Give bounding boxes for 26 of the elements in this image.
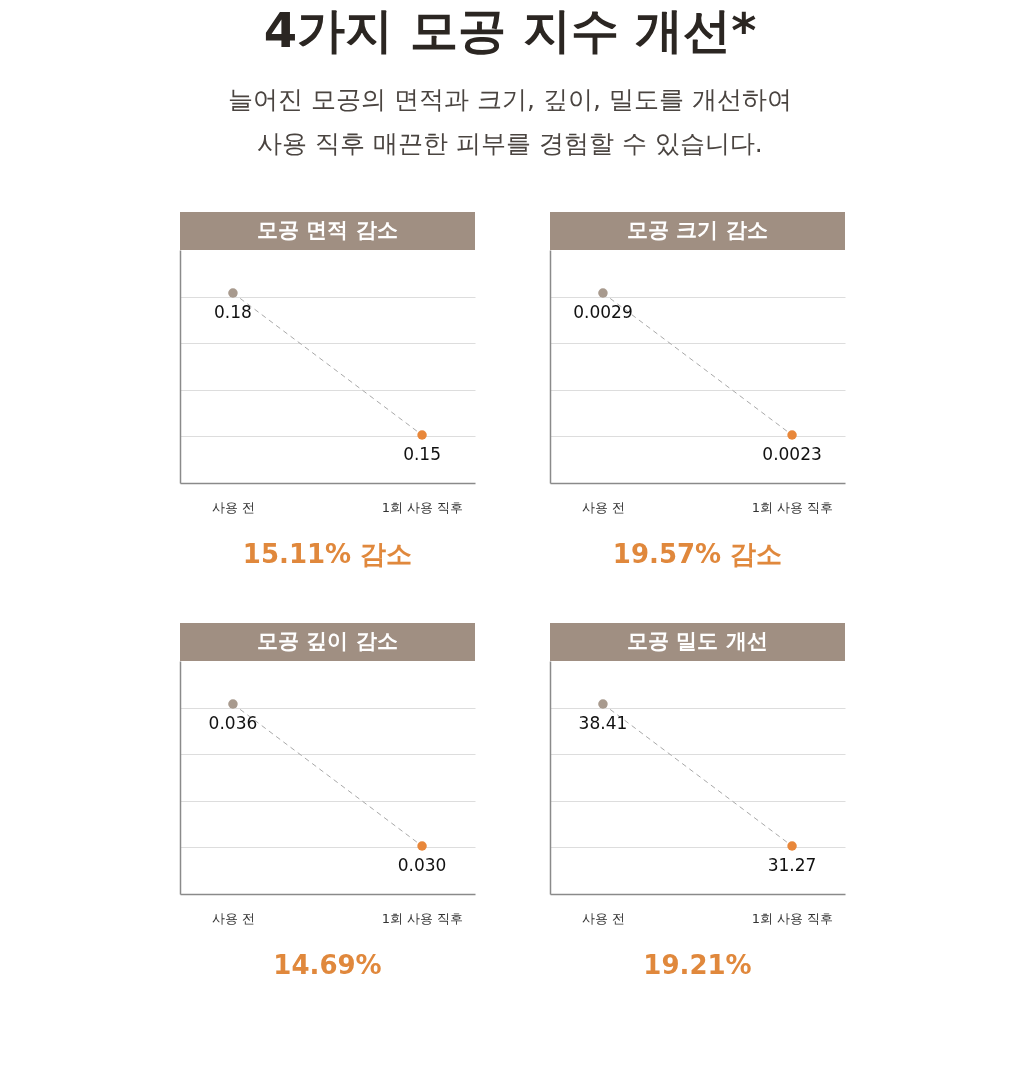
chart-title: 모공 크기 감소: [627, 218, 768, 242]
text: 늘어진 모공의 면적과 크기, 깊이, 밀도를 개선하여 사용 직후 매끈한 피부를 경험할 수 있습니다.: [228, 85, 792, 158]
x-tick-label: 1회 사용 직후: [381, 910, 464, 926]
text: 4가지 모공 지수 개선*: [263, 2, 757, 58]
x-tick-label: 사용 전: [581, 499, 626, 515]
data-label: 0.18: [214, 302, 252, 322]
data-label: 0.15: [403, 444, 441, 464]
data-label: 0.030: [397, 855, 447, 875]
x-tick-label: 1회 사용 직후: [381, 499, 464, 515]
x-tick-label: 사용 전: [581, 910, 626, 926]
x-tick-label: 사용 전: [211, 499, 256, 515]
x-tick-label: 1회 사용 직후: [751, 910, 834, 926]
x-tick-label: 사용 전: [211, 910, 256, 926]
text: 19.57% 감소: [612, 539, 783, 569]
data-label: 0.0029: [573, 302, 633, 322]
data-label: 0.0023: [762, 444, 822, 464]
chart-title: 모공 면적 감소: [257, 218, 398, 242]
data-label: 0.036: [208, 713, 258, 733]
chart-title: 모공 깊이 감소: [257, 629, 398, 653]
text: 14.69%: [273, 950, 382, 980]
data-label: 38.41: [578, 713, 628, 733]
data-label: 31.27: [767, 855, 817, 875]
chart-title: 모공 밀도 개선: [627, 629, 768, 653]
x-tick-label: 1회 사용 직후: [751, 499, 834, 515]
text: 15.11% 감소: [242, 539, 413, 569]
text: 19.21%: [643, 950, 752, 980]
